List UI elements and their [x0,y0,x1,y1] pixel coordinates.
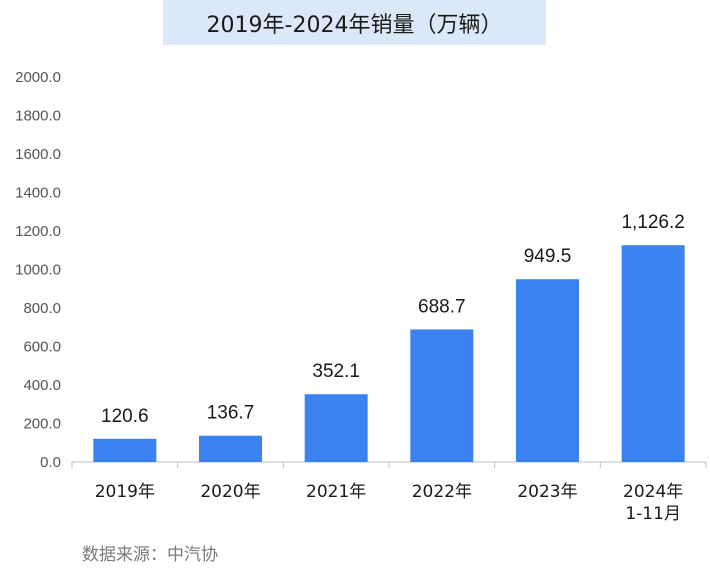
x-tick-label: 2023年 [517,482,577,502]
y-axis: 0.0 200.0 400.0 600.0 800.0 1000.0 1200.0 1400.… [15,69,61,471]
bar [199,435,262,462]
x-tick-label: 2019年 [95,482,155,502]
bars [93,245,685,462]
data-label: 688.7 [418,296,466,317]
x-tick-label: 2022年 [412,482,472,502]
source-note: 数据来源：中汽协 [82,545,218,565]
data-labels: 120.6 136.7 352.1 688.7 949.5 1,126.2 [101,212,685,427]
y-tick-label: 1400.0 [15,185,61,202]
data-label: 120.6 [101,406,149,427]
bar [516,279,579,462]
x-tick-label: 2020年 [200,482,260,502]
y-tick-label: 200.0 [23,416,61,433]
data-label: 136.7 [207,403,255,424]
y-tick-label: 1000.0 [15,262,61,279]
data-label: 949.5 [524,246,572,267]
y-tick-label: 0.0 [40,454,61,471]
bar [304,394,368,462]
data-label: 352.1 [312,361,360,382]
chart-title: 2019年-2024年销量（万辆） [163,0,546,45]
x-tick-label: 2024年 1-11月 [623,482,683,524]
y-tick-label: 1800.0 [15,108,61,125]
y-tick-label: 1200.0 [15,223,61,240]
y-tick-label: 2000.0 [15,69,61,86]
bar [410,329,474,462]
y-tick-label: 400.0 [23,377,61,394]
bar [93,438,157,462]
data-label: 1,126.2 [621,212,684,233]
y-tick-label: 1600.0 [15,146,61,163]
x-axis: 2019年 2020年 2021年 2022年 2023年 2024年 1-11月 [71,461,707,524]
x-tick-label: 2021年 [306,482,366,502]
y-tick-label: 600.0 [23,339,61,356]
y-tick-label: 800.0 [23,300,61,317]
bar [621,245,685,462]
